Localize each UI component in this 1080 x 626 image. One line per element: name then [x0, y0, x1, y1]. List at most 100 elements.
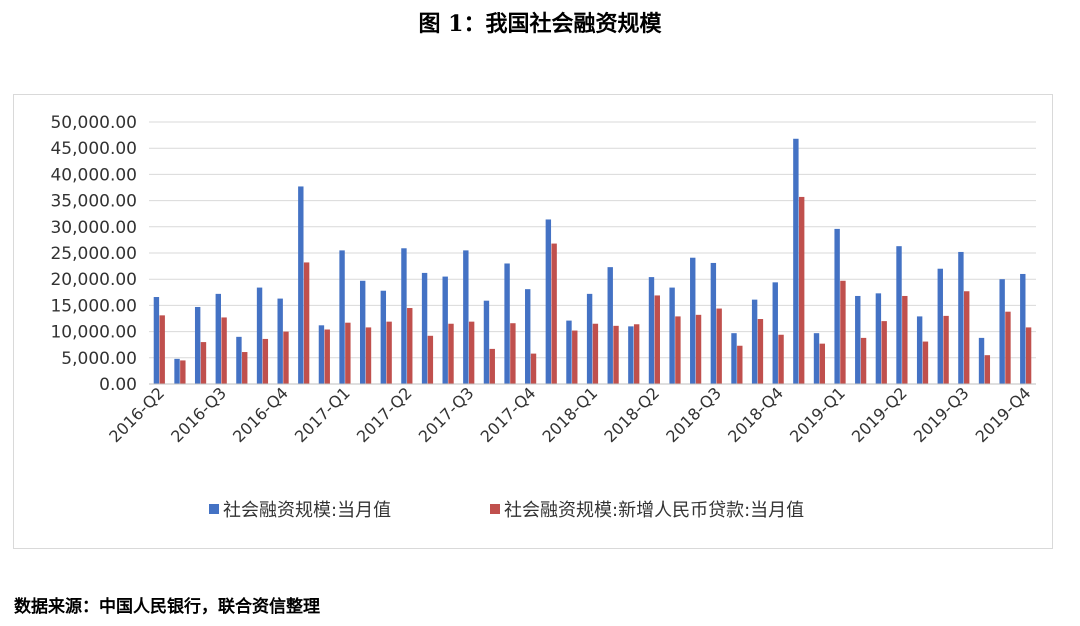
bar-s2-18 — [530, 353, 537, 384]
bar-s1-36 — [896, 246, 902, 384]
legend-swatch-1 — [209, 504, 219, 514]
bar-s1-37 — [916, 316, 923, 384]
bar-s2-2 — [200, 342, 207, 384]
bar-s2-4 — [242, 352, 248, 384]
bar-s2-19 — [551, 243, 557, 384]
bar-s2-14 — [448, 323, 454, 384]
bar-s1-10 — [359, 280, 366, 384]
bar-s1-19 — [545, 219, 552, 384]
x-tick-label: 2018-Q4 — [724, 383, 787, 446]
bar-s2-12 — [407, 308, 413, 384]
bar-s1-27 — [710, 262, 717, 384]
y-tick-label: 45,000.00 — [50, 139, 137, 159]
bar-s1-30 — [772, 282, 778, 384]
bar-s1-11 — [380, 290, 387, 384]
x-tick-label: 2018-Q1 — [538, 383, 601, 446]
bar-s2-20 — [572, 330, 578, 384]
bar-s1-25 — [669, 287, 675, 384]
bars — [153, 138, 1032, 384]
bar-s2-7 — [303, 262, 310, 384]
bar-s2-6 — [283, 331, 289, 384]
bar-s2-31 — [798, 196, 805, 384]
source-note: 数据来源：中国人民银行，联合资信整理 — [14, 597, 320, 617]
bar-s1-17 — [504, 263, 510, 384]
bar-s2-23 — [633, 324, 640, 384]
bar-s2-39 — [964, 291, 970, 384]
x-tick-label: 2018-Q2 — [600, 383, 663, 446]
bar-s1-4 — [236, 336, 242, 384]
x-tick-label: 2016-Q3 — [167, 383, 230, 446]
bar-s2-25 — [675, 316, 681, 384]
y-tick-label: 25,000.00 — [50, 244, 137, 264]
bar-s2-37 — [922, 341, 929, 384]
bar-s2-13 — [427, 335, 434, 384]
bar-s1-12 — [401, 248, 407, 384]
x-tick-label: 2016-Q4 — [229, 383, 292, 446]
x-tick-label: 2017-Q2 — [353, 383, 416, 446]
bar-s1-22 — [607, 267, 613, 384]
y-axis-ticks: 0.00 5,000.00 10,000.00 15,000.00 20,000.00 2… — [50, 113, 137, 395]
y-tick-label: 40,000.00 — [50, 165, 137, 185]
bar-s2-26 — [695, 314, 702, 384]
bar-s2-27 — [716, 308, 722, 384]
y-tick-label: 30,000.00 — [50, 218, 137, 238]
bar-s1-18 — [525, 289, 531, 384]
bar-s1-13 — [421, 272, 428, 384]
bar-s1-0 — [153, 297, 160, 384]
bar-s1-32 — [813, 333, 820, 384]
bar-s1-24 — [648, 277, 655, 384]
bar-s2-21 — [592, 323, 599, 384]
bar-s2-10 — [365, 327, 372, 384]
bar-s1-29 — [751, 299, 758, 384]
bar-s2-5 — [262, 338, 269, 384]
x-tick-label: 2017-Q4 — [477, 383, 540, 446]
bar-s1-7 — [298, 186, 304, 384]
bar-s2-24 — [654, 295, 660, 384]
bar-s1-20 — [566, 320, 572, 384]
x-tick-label: 2017-Q3 — [415, 383, 478, 446]
bar-chart: 0.00 5,000.00 10,000.00 15,000.00 20,000.00 2… — [50, 113, 1036, 521]
x-tick-label: 2019-Q3 — [910, 383, 973, 446]
bar-s2-42 — [1025, 327, 1032, 384]
bar-s2-9 — [345, 322, 351, 384]
bar-s2-33 — [840, 280, 846, 384]
bar-s1-33 — [834, 228, 840, 384]
x-tick-label: 2018-Q3 — [662, 383, 725, 446]
x-tick-label: 2019-Q2 — [848, 383, 911, 446]
bar-s2-36 — [902, 295, 908, 384]
bar-s1-38 — [937, 268, 943, 384]
bar-s1-41 — [999, 279, 1005, 384]
legend: 社会融资规模:当月值 社会融资规模:新增人民币贷款:当月值 — [209, 500, 804, 521]
bar-s2-17 — [510, 323, 516, 384]
bar-s2-11 — [386, 321, 392, 384]
x-tick-label: 2017-Q1 — [291, 383, 354, 446]
legend-swatch-2 — [490, 504, 500, 514]
bar-s2-1 — [180, 360, 186, 384]
legend-label-1: 社会融资规模:当月值 — [223, 500, 391, 521]
bar-s1-1 — [174, 358, 180, 384]
y-tick-label: 0.00 — [99, 375, 137, 395]
y-tick-label: 50,000.00 — [50, 113, 137, 133]
bar-s2-22 — [613, 325, 619, 384]
bar-s1-6 — [277, 298, 283, 384]
y-tick-label: 20,000.00 — [50, 270, 137, 290]
bar-s1-21 — [586, 293, 593, 384]
bar-s2-16 — [489, 348, 495, 384]
bar-s2-40 — [984, 355, 991, 384]
bar-s1-23 — [628, 326, 634, 384]
y-tick-label: 10,000.00 — [50, 323, 137, 343]
bar-s1-14 — [442, 276, 448, 384]
x-tick-label: 2019-Q4 — [972, 383, 1035, 446]
bar-s1-34 — [855, 295, 861, 384]
bar-s2-8 — [324, 329, 330, 384]
y-tick-label: 35,000.00 — [50, 192, 137, 212]
bar-s2-29 — [757, 319, 764, 384]
x-tick-label: 2019-Q1 — [786, 383, 849, 446]
bar-s2-3 — [221, 317, 227, 384]
bar-s1-5 — [256, 287, 263, 384]
bar-s1-8 — [318, 325, 325, 384]
bar-s1-39 — [958, 251, 964, 384]
bar-s2-34 — [860, 337, 867, 384]
bar-s1-16 — [483, 300, 490, 384]
bar-s1-15 — [463, 250, 469, 384]
